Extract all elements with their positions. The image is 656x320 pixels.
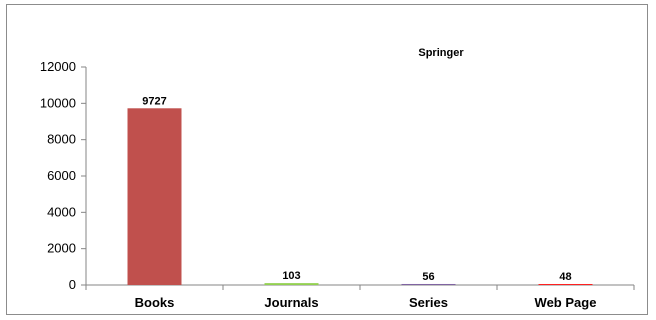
bar-web-page bbox=[538, 284, 593, 285]
bar-series bbox=[401, 283, 456, 285]
y-tick-label: 6000 bbox=[47, 168, 76, 183]
data-label: 48 bbox=[559, 271, 571, 283]
y-tick-label: 10000 bbox=[40, 95, 76, 110]
x-tick-label: Series bbox=[409, 295, 448, 310]
y-tick-label: 12000 bbox=[40, 59, 76, 74]
y-tick-label: 2000 bbox=[47, 241, 76, 256]
x-tick-label: Journals bbox=[264, 295, 318, 310]
chart-title: Springer bbox=[418, 47, 464, 59]
y-tick-label: 4000 bbox=[47, 204, 76, 219]
y-axis: 0 2000 4000 6000 8000 10000 12000 bbox=[40, 59, 87, 292]
y-tick-label: 8000 bbox=[47, 132, 76, 147]
data-label: 56 bbox=[422, 271, 434, 283]
data-label: 103 bbox=[282, 270, 300, 282]
x-tick-label: Web Page bbox=[535, 295, 597, 310]
chart-frame bbox=[6, 4, 648, 315]
data-label: 9727 bbox=[142, 95, 166, 107]
bar-journals bbox=[264, 283, 319, 285]
bar-books bbox=[127, 108, 182, 285]
data-labels: 9727 103 56 48 bbox=[142, 95, 571, 283]
x-axis: Books Journals Series Web Page bbox=[85, 284, 635, 310]
x-tick-label: Books bbox=[135, 295, 175, 310]
bars bbox=[127, 108, 593, 285]
y-tick-label: 0 bbox=[69, 277, 76, 292]
